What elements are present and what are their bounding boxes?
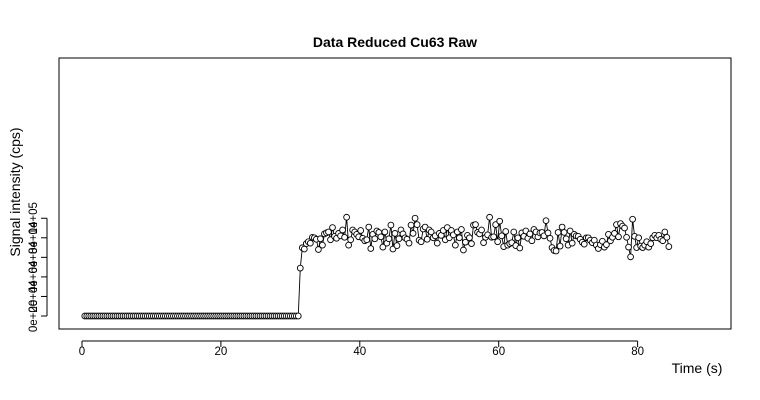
data-point: [580, 240, 588, 248]
chart-title: Data Reduced Cu63 Raw: [313, 34, 477, 50]
data-point: [621, 224, 628, 232]
data-point: [387, 221, 395, 229]
data-point: [433, 239, 441, 247]
data-point: [480, 239, 487, 247]
plot-area-frame: [58, 57, 732, 330]
data-point: [315, 246, 322, 253]
data-point: [542, 217, 550, 225]
y-tick-label: 6e+04: [28, 241, 40, 274]
data-point: [367, 245, 375, 252]
data-point: [405, 239, 413, 247]
data-point: [325, 228, 332, 236]
data-point: [544, 229, 552, 237]
data-point: [345, 241, 352, 249]
y-tick-label: 8e+04: [28, 221, 40, 254]
data-point: [413, 221, 421, 228]
data-point: [411, 214, 419, 222]
data-point: [365, 223, 373, 231]
x-tick-label: 40: [353, 346, 366, 358]
x-tick-label: 0: [79, 346, 85, 358]
data-point: [294, 312, 302, 320]
data-point: [307, 239, 314, 247]
data-point: [486, 213, 493, 221]
data-point: [502, 228, 510, 235]
y-axis-label: Signal intensity (cps): [7, 127, 23, 256]
data-point: [568, 239, 576, 247]
x-tick-label: 60: [492, 346, 505, 358]
y-tick-label: 4e+04: [28, 260, 40, 293]
data-point: [341, 233, 348, 241]
data-point: [393, 242, 401, 249]
data-point: [462, 238, 469, 246]
data-point: [458, 226, 465, 233]
data-point: [560, 229, 568, 236]
data-point: [496, 217, 504, 225]
data-point: [347, 236, 354, 244]
data-point: [395, 235, 403, 243]
data-point: [498, 232, 506, 240]
data-point: [663, 233, 671, 241]
data-point: [510, 228, 518, 236]
data-point: [385, 235, 393, 243]
x-axis-label: Time (s): [672, 360, 723, 376]
data-point: [554, 229, 562, 236]
data-point: [417, 238, 425, 246]
data-point: [407, 221, 415, 229]
data-point: [319, 241, 326, 249]
data-point: [427, 228, 435, 236]
x-tick-label: 20: [215, 346, 228, 358]
data-point: [494, 238, 502, 246]
data-point: [665, 243, 673, 250]
data-point: [466, 234, 473, 242]
data-point: [371, 235, 379, 243]
data-point: [379, 243, 387, 251]
data-point: [391, 230, 399, 237]
data-point: [478, 226, 485, 234]
data-point: [627, 253, 634, 261]
data-point: [468, 240, 475, 248]
data-point: [329, 224, 336, 231]
y-tick-label: 1e+05: [28, 202, 40, 234]
series-points: [81, 213, 673, 320]
data-point: [552, 247, 560, 255]
x-tick-label: 80: [631, 346, 644, 358]
data-point: [363, 236, 371, 244]
data-point: [339, 226, 346, 234]
x-axis: 0 20 40 60 80: [79, 340, 644, 358]
data-point: [409, 230, 417, 237]
data-point: [647, 240, 655, 248]
data-point: [546, 234, 554, 242]
data-point: [556, 242, 564, 250]
data-point: [456, 234, 463, 242]
data-point: [343, 213, 350, 221]
data-point: [526, 230, 534, 238]
data-point: [603, 241, 610, 248]
data-point: [615, 233, 622, 241]
data-point: [423, 235, 431, 243]
data-point: [516, 244, 524, 252]
data-point: [296, 264, 304, 272]
data-point: [381, 228, 389, 236]
data-point: [635, 234, 642, 242]
data-point: [514, 234, 522, 242]
y-tick-label: 2e+04: [28, 280, 40, 313]
data-point: [490, 233, 497, 241]
data-point: [317, 235, 324, 243]
data-point: [357, 227, 365, 234]
y-tick-label: 0e+00: [28, 300, 40, 332]
data-point: [528, 237, 536, 245]
data-point: [300, 245, 308, 253]
data-point: [562, 235, 570, 243]
data-point: [460, 246, 467, 254]
data-point: [377, 233, 385, 241]
data-point: [629, 215, 636, 223]
data-point: [623, 233, 630, 241]
data-point: [625, 243, 632, 251]
data-point: [472, 221, 479, 228]
data-point: [452, 241, 459, 249]
